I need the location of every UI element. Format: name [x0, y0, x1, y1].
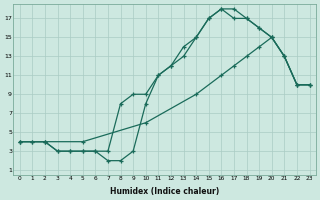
X-axis label: Humidex (Indice chaleur): Humidex (Indice chaleur)	[110, 187, 219, 196]
